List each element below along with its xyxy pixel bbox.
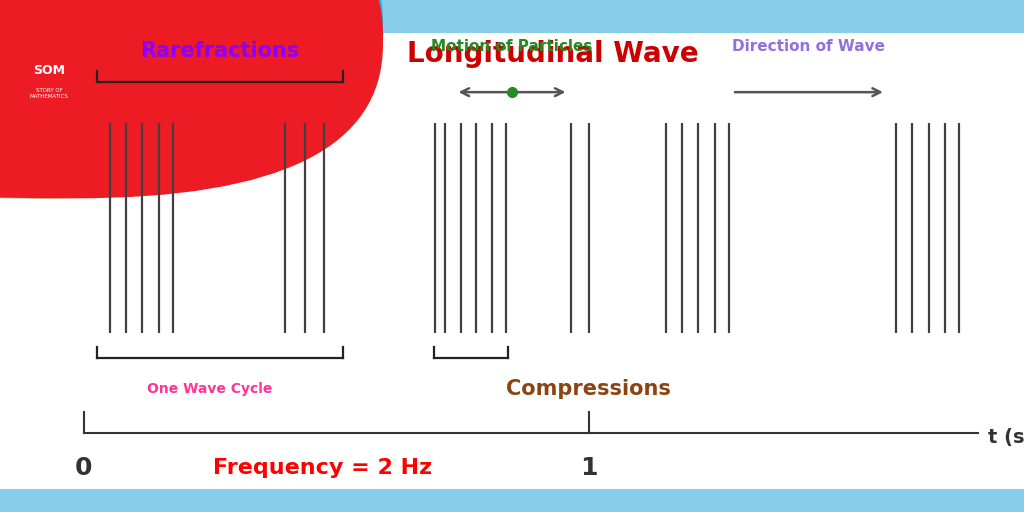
Text: Motion of Particles: Motion of Particles bbox=[431, 38, 593, 54]
FancyBboxPatch shape bbox=[0, 0, 383, 198]
Text: 0: 0 bbox=[75, 457, 93, 480]
Text: One Wave Cycle: One Wave Cycle bbox=[147, 382, 272, 396]
Text: t (sec): t (sec) bbox=[988, 428, 1024, 447]
Text: Direction of Wave: Direction of Wave bbox=[732, 38, 886, 54]
Text: Compressions: Compressions bbox=[506, 379, 672, 399]
Text: 1: 1 bbox=[580, 457, 598, 480]
FancyBboxPatch shape bbox=[0, 0, 354, 198]
Text: SOM: SOM bbox=[33, 64, 66, 77]
FancyBboxPatch shape bbox=[0, 0, 354, 186]
Bar bbox=[0, 0, 128, 108]
Bar bbox=[0, 489, 1024, 512]
Text: Rarefractions: Rarefractions bbox=[140, 41, 300, 61]
Bar bbox=[0, 0, 1024, 33]
Text: Longitudinal Wave: Longitudinal Wave bbox=[408, 40, 698, 68]
FancyBboxPatch shape bbox=[0, 0, 383, 186]
Text: Frequency = 2 Hz: Frequency = 2 Hz bbox=[213, 458, 432, 479]
Text: STORY OF
MATHEMATICS: STORY OF MATHEMATICS bbox=[30, 88, 69, 99]
